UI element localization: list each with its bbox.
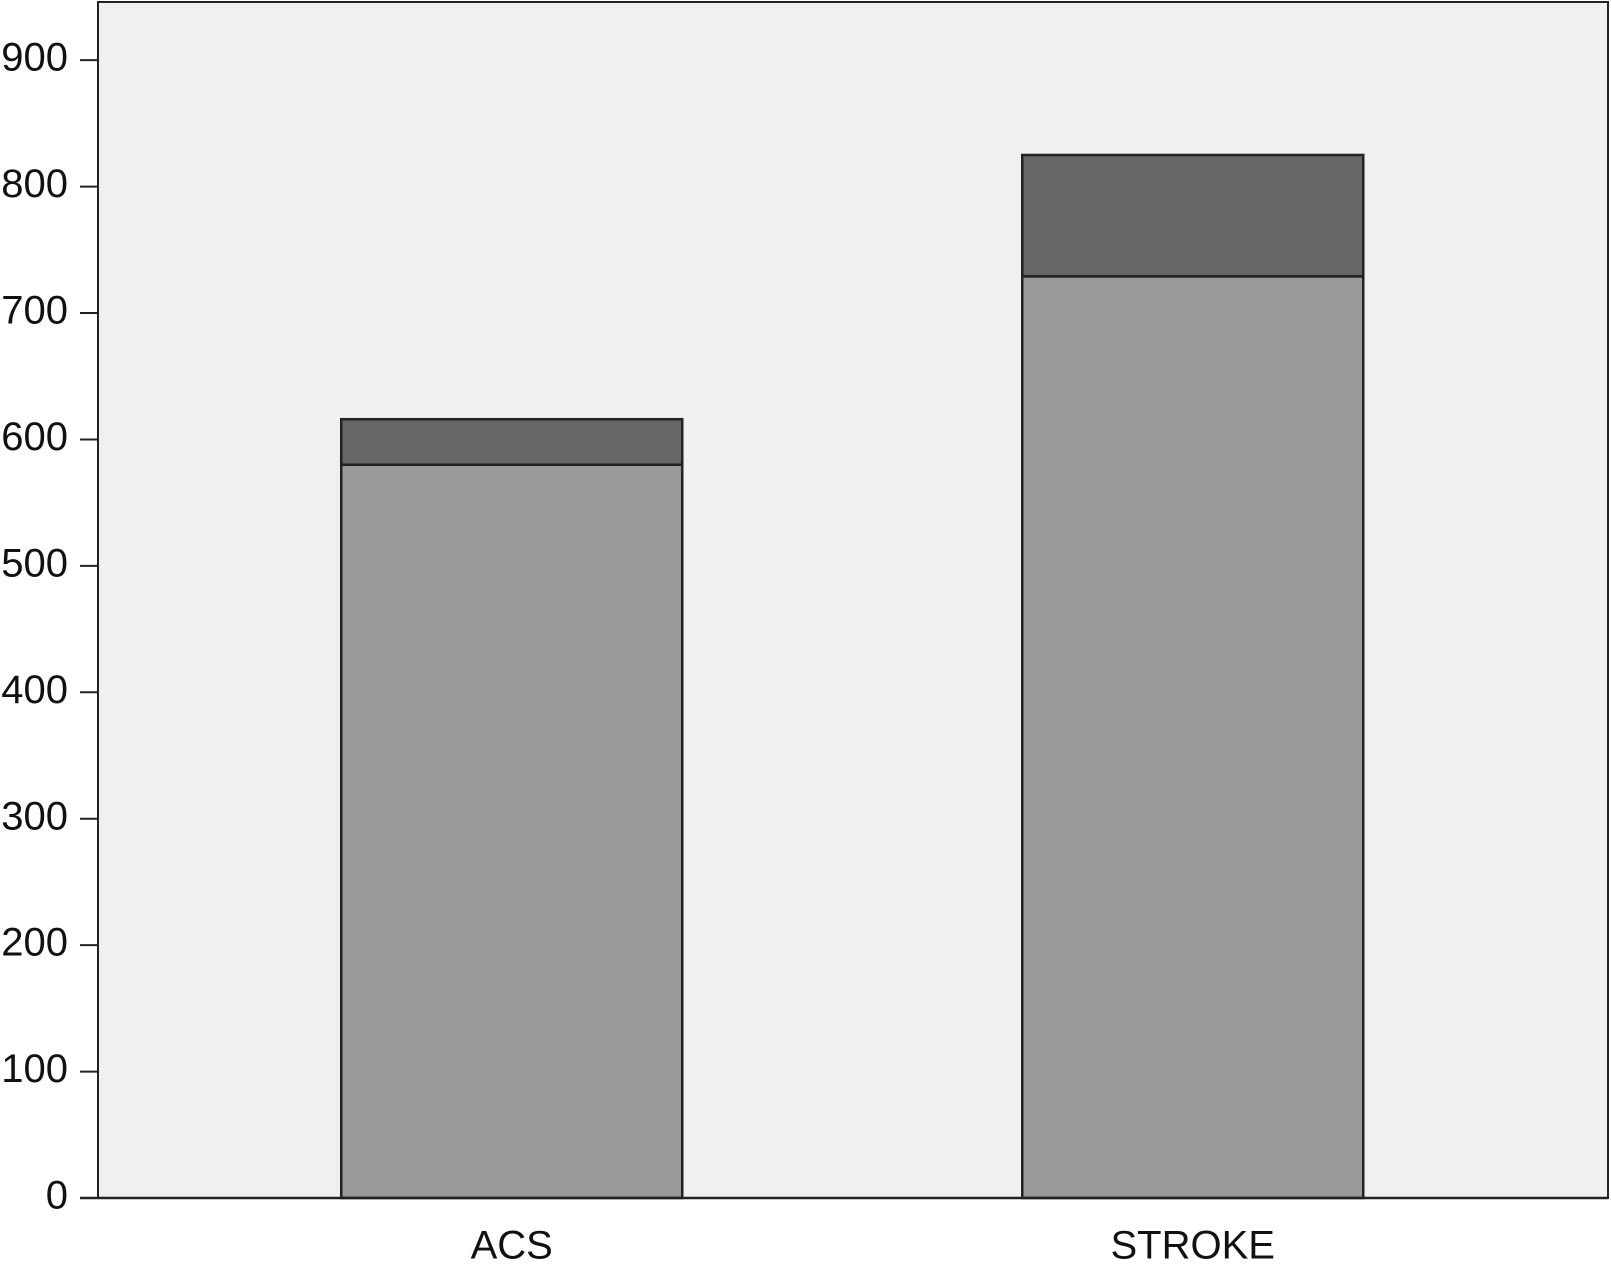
bar-segment bbox=[1021, 275, 1365, 1200]
y-tick-label: 300 bbox=[1, 794, 68, 838]
y-tick-label: 800 bbox=[1, 162, 68, 206]
x-tick-label: ACS bbox=[471, 1224, 553, 1268]
y-tick-label: 500 bbox=[1, 541, 68, 585]
y-tick-label: 0 bbox=[46, 1174, 68, 1218]
x-tick-label: STROKE bbox=[1111, 1224, 1275, 1268]
y-tick-label: 700 bbox=[1, 289, 68, 333]
bar-segment bbox=[339, 417, 684, 466]
y-tick-label: 100 bbox=[1, 1047, 68, 1091]
y-tick-label: 900 bbox=[1, 36, 68, 80]
y-tick-label: 600 bbox=[1, 415, 68, 459]
y-tick-label: 200 bbox=[1, 921, 68, 965]
y-tick-label: 400 bbox=[1, 668, 68, 712]
bar-segment bbox=[339, 463, 684, 1200]
bar-segment bbox=[1021, 153, 1365, 278]
plot-area bbox=[97, 1, 1609, 1199]
